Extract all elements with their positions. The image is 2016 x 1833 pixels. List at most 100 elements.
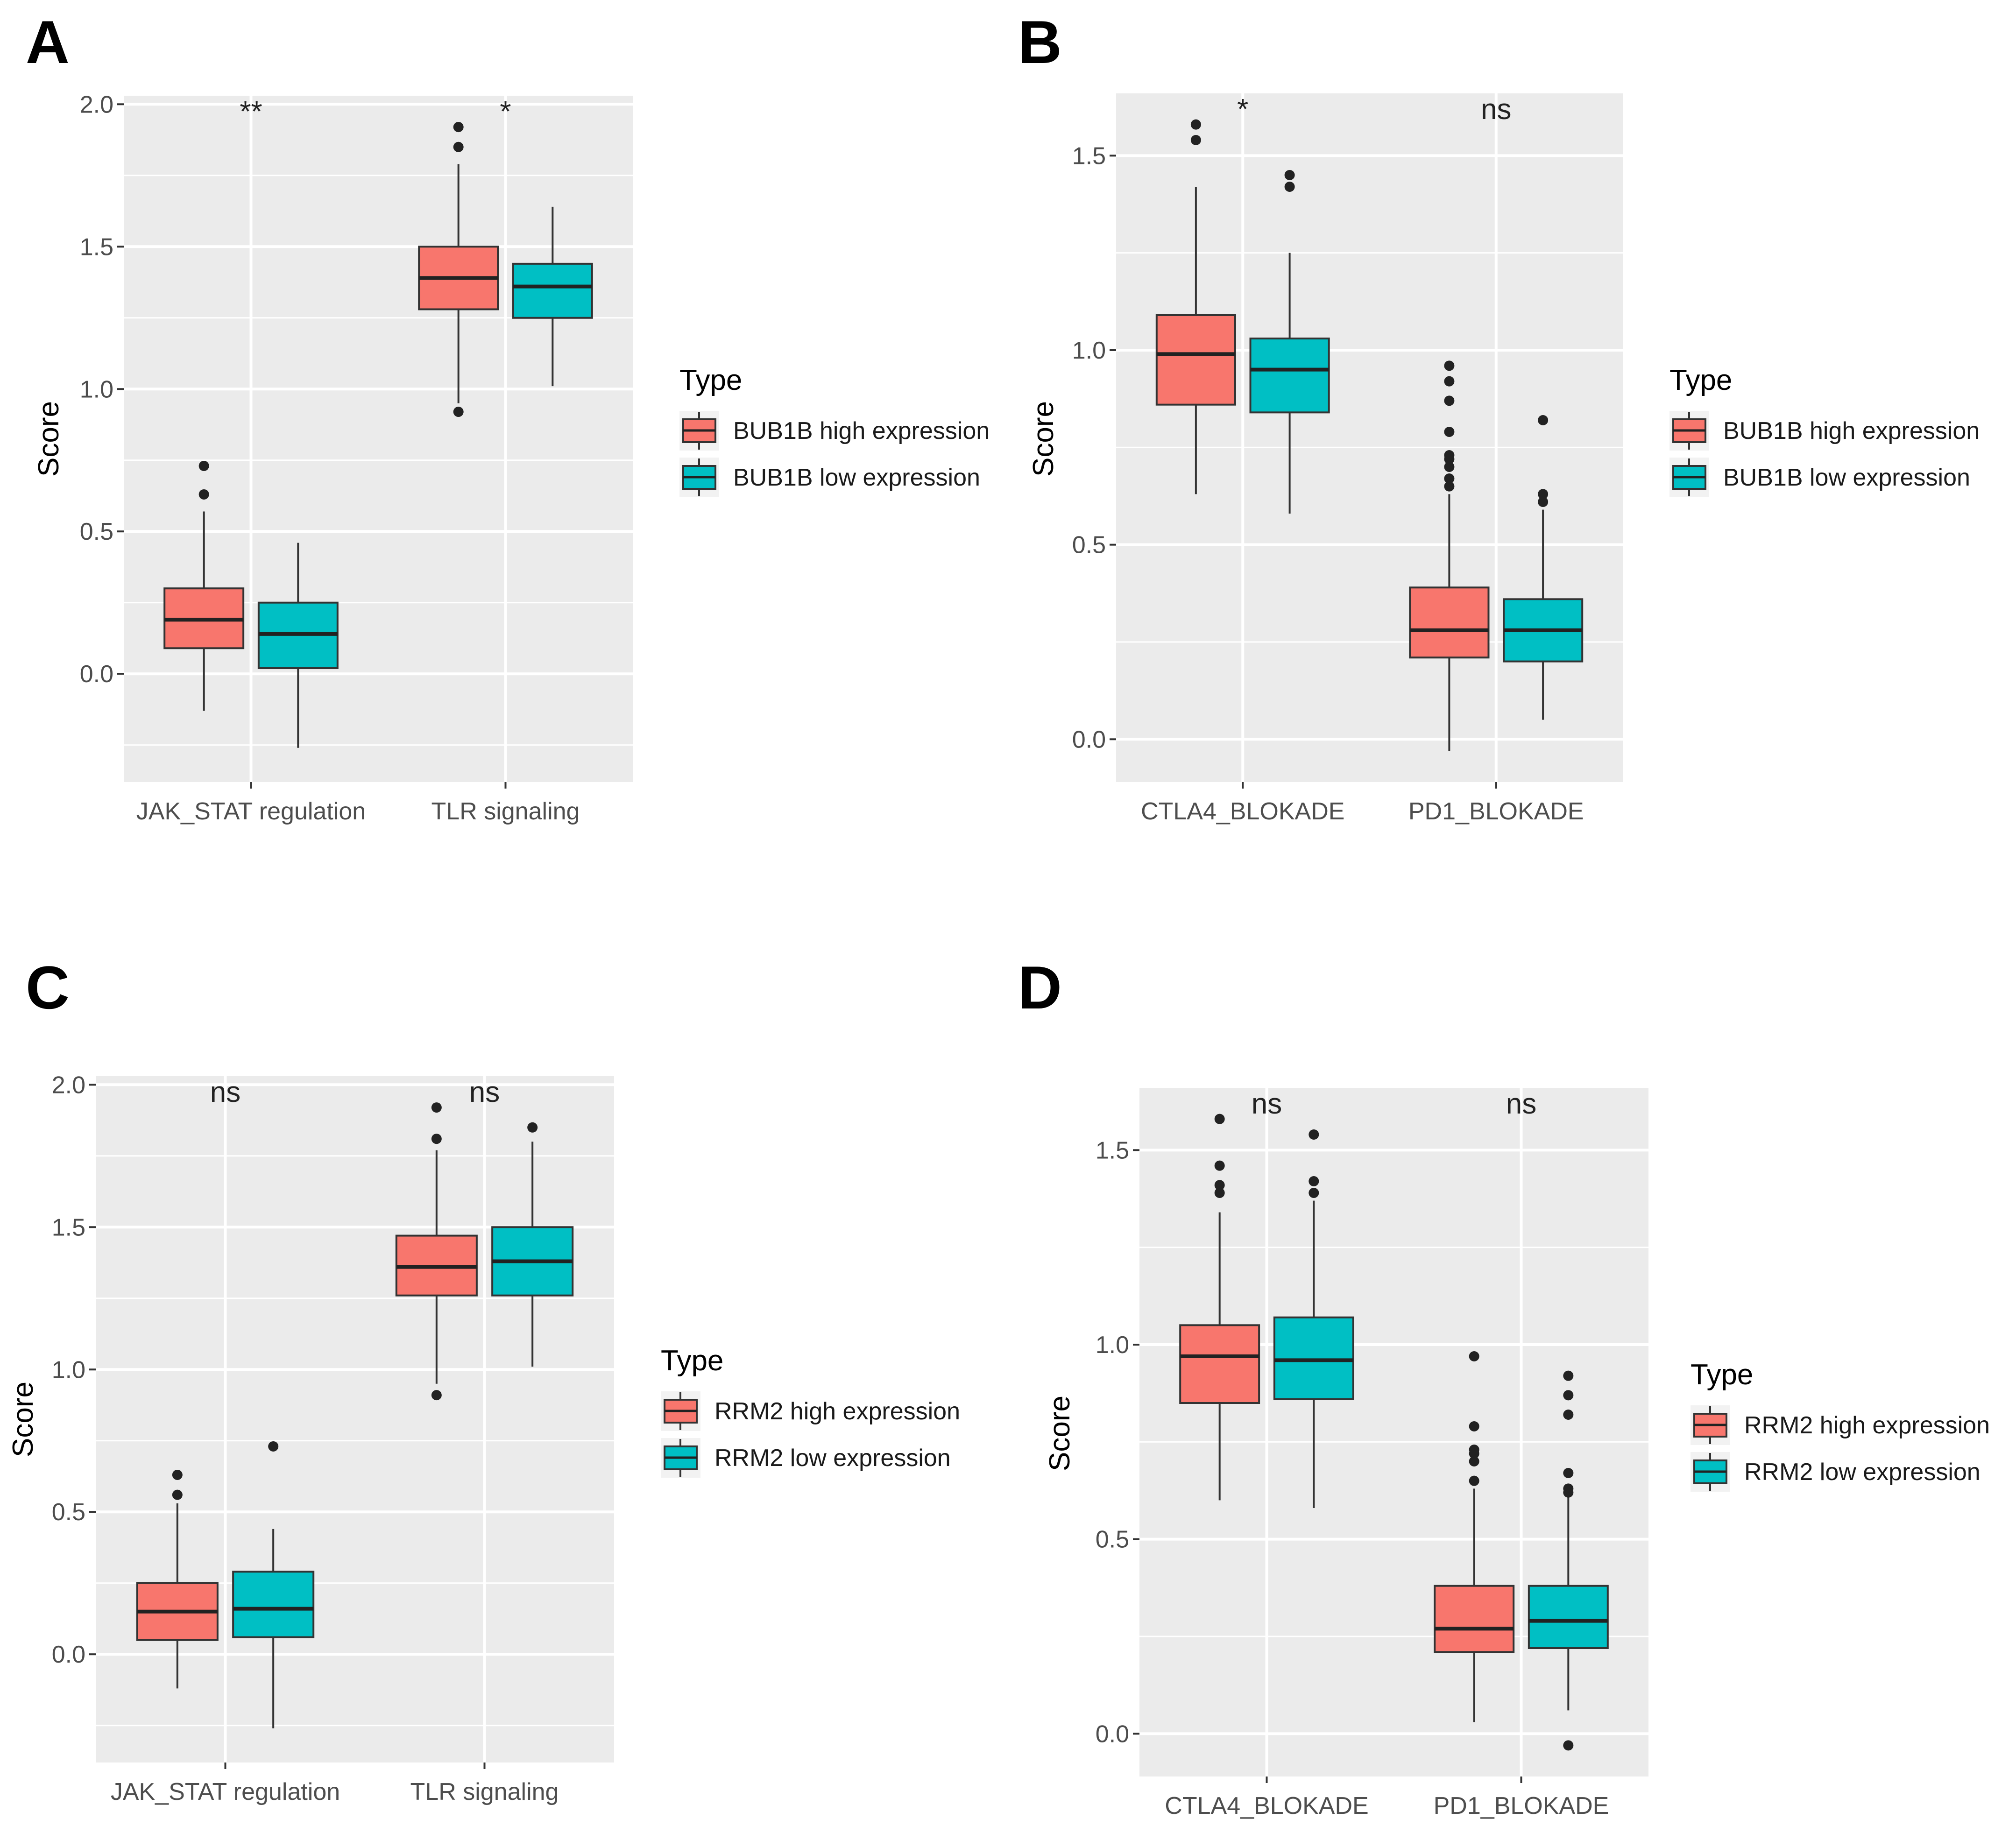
box-low-0 (257, 543, 339, 748)
box-low-1 (512, 206, 593, 387)
y-tick-label: 0.5 (1096, 1526, 1129, 1553)
y-tick-label: 1.0 (1072, 337, 1106, 364)
outlier-point (431, 1102, 442, 1113)
outlier-point (198, 460, 209, 471)
outlier-point (1469, 1351, 1479, 1361)
iqr-box (1528, 1585, 1609, 1650)
legend-label: RRM2 high expression (714, 1398, 960, 1425)
panel-b: B 0.0 0.5 1.0 1.5 CTLA4_BLOKADE PD1_BLOKADE Sco… (1018, 8, 1980, 825)
x-tick-label: CTLA4_BLOKADE (1141, 798, 1344, 825)
y-axis-title: Score (7, 1382, 39, 1457)
y-tick-label: 1.5 (52, 1214, 85, 1241)
outlier-point (1444, 360, 1455, 371)
box-high-0 (163, 460, 245, 711)
y-tick-label: 1.0 (80, 376, 113, 403)
significance-label: ns (1252, 1088, 1282, 1120)
outlier-point (1214, 1114, 1225, 1124)
x-tick-label: PD1_BLOKADE (1408, 798, 1584, 825)
y-tick-label: 1.0 (52, 1356, 85, 1383)
panel-a: A 0.0 0.5 1.0 1.5 2.0 JAK_STAT regulation TLR s… (26, 8, 990, 825)
y-tick-label: 2.0 (80, 91, 113, 118)
plot-background (1139, 1088, 1648, 1777)
outlier-point (1563, 1370, 1574, 1381)
outlier-point (1469, 1421, 1479, 1431)
panel-letter: B (1018, 8, 1062, 76)
outlier-point (1444, 473, 1455, 484)
y-tick-label: 0.5 (52, 1499, 85, 1526)
x-tick-label: TLR signaling (431, 798, 580, 825)
panel-letter: A (26, 8, 70, 76)
significance-label: * (500, 96, 511, 128)
y-tick-label: 1.5 (1072, 142, 1106, 169)
outlier-point (431, 1134, 442, 1144)
outlier-point (1214, 1180, 1225, 1191)
significance-label: ns (210, 1076, 241, 1108)
box-high-0 (1155, 119, 1236, 494)
y-tick-label: 0.0 (1096, 1720, 1129, 1748)
box-high-1 (1434, 1351, 1515, 1722)
iqr-box (1434, 1585, 1515, 1653)
box-high-1 (1409, 360, 1490, 751)
outlier-point (453, 407, 464, 417)
legend-key-low (679, 458, 719, 497)
outlier-point (1284, 170, 1295, 180)
outlier-point (1444, 376, 1455, 387)
y-tick-label: 0.5 (80, 518, 113, 545)
significance-label: ns (1506, 1088, 1536, 1120)
iqr-box (1409, 586, 1490, 659)
box-low-0 (232, 1441, 315, 1728)
y-tick-label: 0.0 (52, 1641, 85, 1668)
outlier-point (453, 141, 464, 152)
panel-letter: D (1018, 953, 1062, 1022)
y-axis-title: Score (33, 401, 65, 477)
significance-label: ns (1481, 93, 1511, 126)
legend-key-high (1669, 411, 1709, 451)
y-tick-label: 1.5 (80, 233, 113, 261)
legend-key-high (1691, 1405, 1730, 1445)
box-low-1 (1503, 415, 1584, 720)
panel-d: D 0.0 0.5 1.0 1.5 CTLA4_BLOKADE PD1_BLOKADE Sco… (1018, 953, 1990, 1819)
x-tick-label: JAK_STAT regulation (136, 798, 366, 825)
outlier-point (527, 1122, 538, 1133)
iqr-box (1155, 314, 1236, 406)
box-low-0 (1273, 1129, 1354, 1508)
legend-label: BUB1B high expression (1723, 417, 1980, 444)
outlier-point (1444, 450, 1455, 460)
y-tick-label: 1.0 (1096, 1332, 1129, 1359)
box-low-0 (1249, 170, 1330, 514)
y-tick-label: 0.0 (1072, 726, 1106, 753)
outlier-point (1214, 1188, 1225, 1198)
y-tick-label: 0.5 (1072, 532, 1106, 559)
plot-background (1116, 93, 1623, 782)
outlier-point (1444, 481, 1455, 492)
legend-label: RRM2 low expression (1744, 1459, 1981, 1486)
outlier-point (453, 122, 464, 133)
iqr-box (512, 262, 593, 319)
iqr-box (232, 1571, 315, 1638)
box-low-1 (491, 1122, 574, 1367)
legend-key-low (1669, 458, 1709, 497)
y-tick-label: 2.0 (52, 1072, 85, 1099)
legend-key-high (661, 1391, 700, 1431)
outlier-point (1538, 489, 1549, 500)
legend-title: Type (1691, 1359, 1753, 1391)
outlier-point (431, 1390, 442, 1401)
box-high-1 (418, 122, 499, 417)
y-axis-title: Score (1044, 1396, 1076, 1471)
outlier-point (1190, 119, 1201, 130)
legend-key-high (679, 411, 719, 451)
outlier-point (1284, 182, 1295, 192)
legend-title: Type (679, 364, 742, 396)
outlier-point (1538, 497, 1549, 507)
y-tick-label: 0.0 (80, 661, 113, 688)
legend-title: Type (661, 1345, 723, 1377)
outlier-point (1444, 427, 1455, 437)
significance-label: * (1237, 93, 1248, 126)
outlier-point (1309, 1129, 1319, 1140)
significance-label: ns (469, 1076, 500, 1108)
box-high-0 (1179, 1114, 1260, 1501)
outlier-point (1538, 415, 1549, 425)
legend-label: BUB1B low expression (1723, 464, 1970, 491)
significance-label: ** (240, 96, 262, 128)
